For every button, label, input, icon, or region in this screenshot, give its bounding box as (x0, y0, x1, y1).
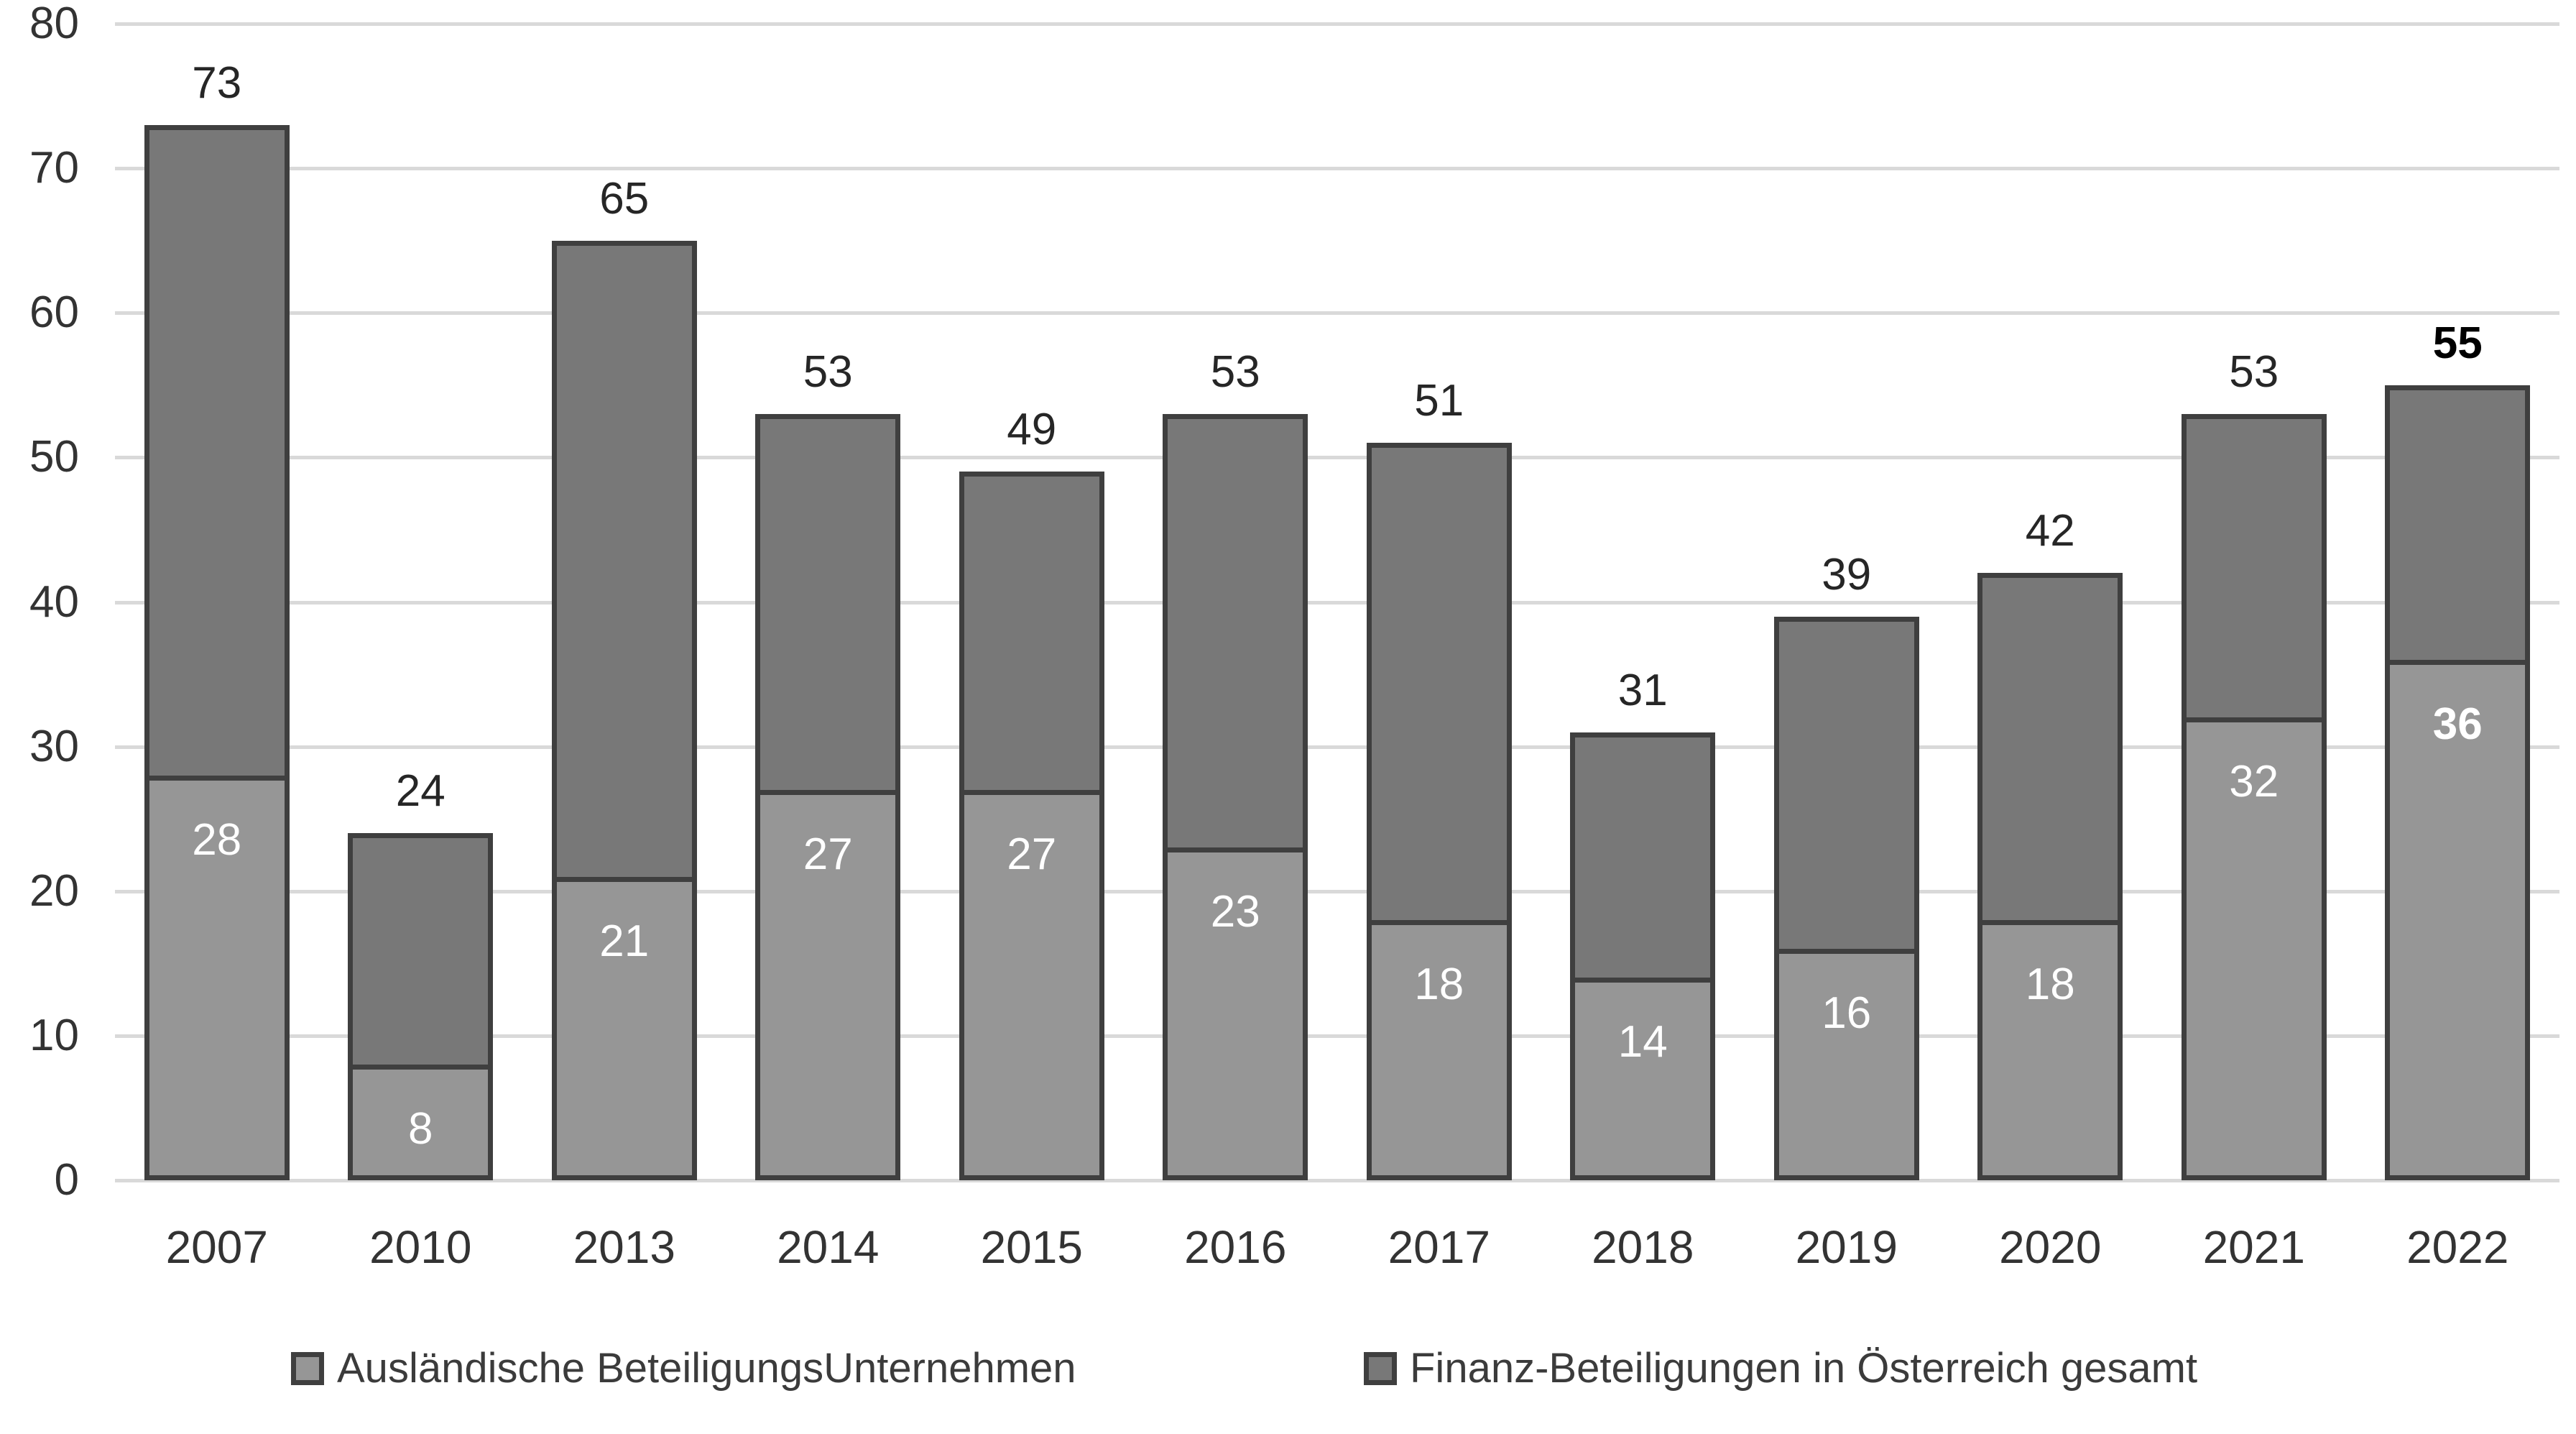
legend-label: Finanz-Beteiligungen in Österreich gesam… (1410, 1345, 2198, 1392)
x-axis-tick-label: 2022 (2406, 1221, 2509, 1273)
x-axis-tick-label: 2015 (980, 1221, 1083, 1273)
bar-inner-value-label: 14 (1617, 1017, 1668, 1067)
gridline (115, 1034, 2559, 1038)
bar-inner-value-label: 8 (408, 1104, 433, 1154)
y-axis-tick-label: 30 (29, 721, 79, 771)
bar-segment-finanz (144, 124, 290, 781)
bar-total-label: 55 (2432, 318, 2483, 368)
legend-item-finanz: Finanz-Beteiligungen in Österreich gesam… (1364, 1346, 2197, 1392)
y-axis-tick-label: 0 (54, 1155, 79, 1205)
bar-segment-auslaendische (1163, 847, 1308, 1180)
x-axis-tick-label: 2021 (2202, 1221, 2305, 1273)
bar-segment-finanz (1774, 616, 1919, 955)
bar-inner-value-label: 16 (1822, 988, 1872, 1039)
gridline (115, 22, 2559, 26)
bar-inner-value-label: 18 (2025, 959, 2075, 1009)
y-axis-tick-label: 80 (29, 0, 79, 48)
bar-total-label: 49 (1007, 405, 1057, 455)
bar-inner-value-label: 32 (2229, 757, 2279, 807)
bar-total-label: 53 (1210, 347, 1260, 397)
bar-segment-auslaendische (348, 1065, 493, 1180)
bar-total-label: 65 (599, 173, 650, 224)
bar-segment-auslaendische (144, 775, 290, 1180)
legend-swatch-light-icon (291, 1352, 324, 1385)
gridline (115, 889, 2559, 893)
x-axis-tick-label: 2016 (1184, 1221, 1287, 1273)
x-axis-tick-label: 2018 (1592, 1221, 1694, 1273)
legend-item-auslaendische: Ausländische BeteiligungsUnternehmen (291, 1346, 1076, 1392)
bar-segment-finanz (2182, 414, 2327, 723)
bar-total-label: 73 (192, 58, 242, 108)
bar-segment-finanz (1570, 732, 1715, 983)
bar-segment-finanz (348, 833, 493, 1070)
bar-total-label: 53 (2229, 347, 2279, 397)
bar-segment-finanz (755, 414, 900, 795)
gridline (115, 311, 2559, 316)
bar-total-label: 31 (1617, 665, 1668, 715)
bar-total-label: 42 (2025, 506, 2075, 556)
gridline (115, 600, 2559, 605)
bar-total-label: 24 (395, 766, 446, 817)
legend: Ausländische BeteiligungsUnternehmen Fin… (0, 1346, 2576, 1396)
bar-inner-value-label: 27 (803, 829, 853, 879)
x-axis-tick-label: 2017 (1388, 1221, 1490, 1273)
bar-segment-auslaendische (2385, 659, 2530, 1180)
y-axis-tick-label: 70 (29, 143, 79, 193)
bar-segment-auslaendische (2182, 717, 2327, 1180)
bar-inner-value-label: 36 (2432, 699, 2483, 749)
x-axis-tick-label: 2019 (1795, 1221, 1898, 1273)
x-axis-tick-label: 2020 (1999, 1221, 2102, 1273)
gridline (115, 1179, 2559, 1182)
bar-segment-auslaendische (1774, 949, 1919, 1180)
y-axis-tick-label: 50 (29, 432, 79, 482)
bar-inner-value-label: 27 (1007, 829, 1057, 879)
bar-segment-auslaendische (1570, 978, 1715, 1180)
bar-segment-finanz (1163, 414, 1308, 853)
y-axis-tick-label: 40 (29, 576, 79, 627)
bar-total-label: 39 (1822, 549, 1872, 599)
bar-inner-value-label: 23 (1210, 887, 1260, 937)
x-axis-tick-label: 2010 (369, 1221, 472, 1273)
bar-segment-auslaendische (552, 876, 697, 1180)
bar-inner-value-label: 21 (599, 916, 650, 966)
gridline (115, 745, 2559, 749)
y-axis-tick-label: 10 (29, 1010, 79, 1060)
gridline (115, 456, 2559, 460)
legend-swatch-dark-icon (1364, 1352, 1397, 1385)
x-axis-tick-label: 2014 (777, 1221, 880, 1273)
bar-total-label: 51 (1414, 376, 1464, 426)
bar-segment-finanz (959, 472, 1104, 795)
gridline (115, 167, 2559, 171)
legend-label: Ausländische BeteiligungsUnternehmen (337, 1345, 1076, 1392)
bar-segment-finanz (1977, 573, 2123, 925)
bar-inner-value-label: 18 (1414, 959, 1464, 1009)
x-axis-tick-label: 2007 (165, 1221, 268, 1273)
bar-segment-finanz (552, 240, 697, 882)
y-axis-tick-label: 20 (29, 865, 79, 916)
bar-segment-finanz (1367, 443, 1512, 925)
y-axis-tick-label: 60 (29, 288, 79, 338)
bar-total-label: 53 (803, 347, 853, 397)
bar-inner-value-label: 28 (192, 814, 242, 865)
bar-segment-finanz (2385, 385, 2530, 665)
x-axis-tick-label: 2013 (573, 1221, 675, 1273)
bar-segment-auslaendische (755, 789, 900, 1180)
